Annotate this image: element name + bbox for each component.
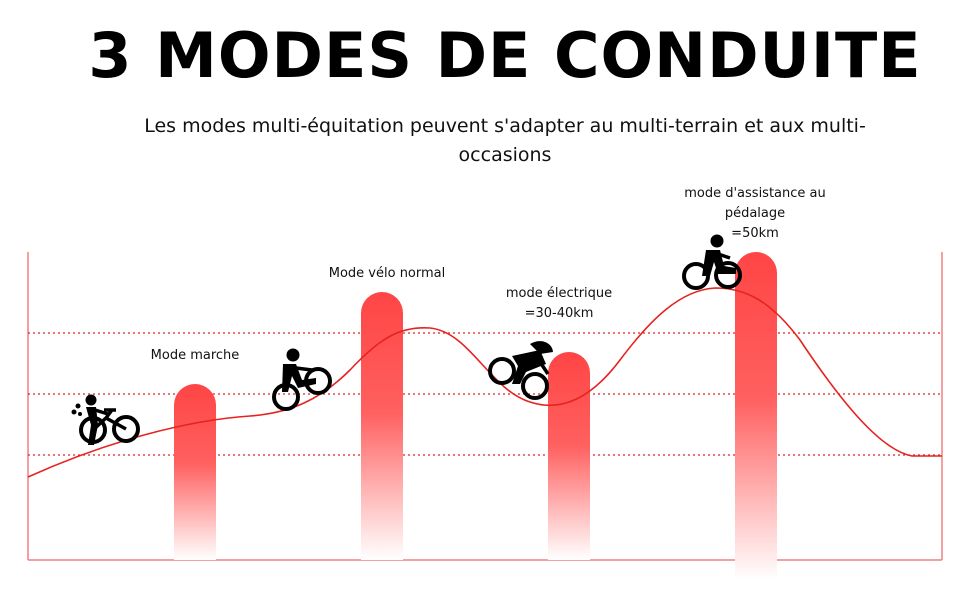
walking-bike-icon <box>71 394 140 445</box>
mode-label-marche: Mode marche <box>120 346 270 366</box>
mode-label-electrique: mode électrique =30-40km <box>484 284 634 324</box>
mode-label-line: =30-40km <box>524 306 594 321</box>
mode-label-line: Mode vélo normal <box>328 266 446 281</box>
page-subtitle: Les modes multi-équitation peuvent s'ada… <box>144 115 866 166</box>
bar-mode-velo-normal <box>361 292 403 560</box>
mode-label-line: Mode marche <box>150 348 240 363</box>
mode-label-line: mode électrique <box>505 286 613 301</box>
mode-label-line: =50km <box>731 226 779 241</box>
cyclist-icon <box>272 348 332 411</box>
bar-mode-electrique <box>548 352 590 560</box>
mode-label-line: pédalage <box>724 206 786 221</box>
mode-label-line: mode d'assistance au <box>684 186 826 201</box>
page-title: 3 MODES DE CONDUITE <box>88 19 922 92</box>
bar-mode-assistance <box>735 252 777 580</box>
cyclist-icon <box>682 234 742 290</box>
bar-mode-marche <box>174 384 216 560</box>
racing-cyclist-icon <box>488 341 553 400</box>
terrain-curve <box>27 287 942 478</box>
mode-label-velo-normal: Mode vélo normal <box>312 264 462 284</box>
mode-label-assistance: mode d'assistance au pédalage =50km <box>670 184 840 244</box>
